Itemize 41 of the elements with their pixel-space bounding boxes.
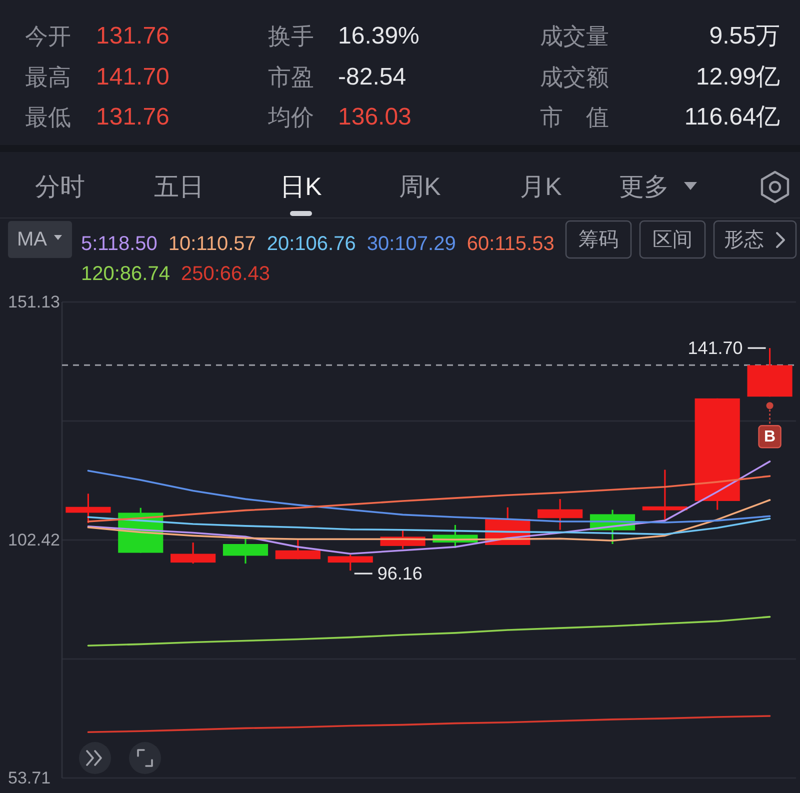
legend-item: 30:107.29 (366, 233, 456, 255)
button-label: 筹码 (578, 229, 618, 251)
header-value: 116.64亿 (684, 104, 780, 130)
signal-tag-label: B (764, 428, 776, 446)
tab-label: 五日 (154, 173, 204, 201)
header-value: 131.76 (96, 22, 170, 50)
tab-label: 周K (399, 173, 441, 201)
header-label: 成交额 (540, 64, 609, 90)
y-tick-label: 151.13 (8, 292, 60, 312)
header-label: 市盈 (268, 64, 314, 90)
header-value: 16.39% (338, 22, 420, 50)
tab-label: 月K (520, 173, 562, 201)
tab-label: 日K (280, 173, 322, 201)
header-label: 成交量 (540, 23, 609, 49)
header-label: 换手 (268, 23, 314, 49)
header-value: 136.03 (338, 104, 412, 130)
header-label: 最低 (25, 104, 71, 130)
legend-item: 250:66.43 (180, 263, 270, 285)
y-tick-label: 102.42 (8, 530, 60, 550)
header-value: 12.99亿 (696, 64, 780, 90)
high-label: 141.70 (688, 338, 743, 358)
header-label: 均价 (268, 104, 314, 130)
header-value: 131.76 (96, 104, 170, 130)
header-value: 9.55万 (709, 22, 780, 50)
legend-item: 10:110.57 (168, 233, 256, 255)
legend-title: MA (17, 228, 47, 250)
header-label: 最高 (25, 64, 71, 90)
tab-label: 更多 (619, 173, 669, 201)
header-value: 141.70 (96, 64, 170, 90)
legend-item: 120:86.74 (81, 263, 170, 285)
legend-item: 5:118.50 (81, 233, 158, 255)
header-label: 今开 (25, 23, 71, 49)
legend-item: 60:115.53 (466, 233, 554, 255)
button-label: 形态 (724, 229, 764, 251)
low-label: 96.16 (377, 564, 422, 584)
button-label: 区间 (652, 229, 692, 251)
header-value: -82.54 (338, 64, 406, 90)
header-label: 市 值 (540, 104, 609, 130)
y-tick-label: 53.71 (8, 768, 51, 788)
tab-label: 分时 (35, 173, 85, 201)
legend-item: 20:106.76 (266, 233, 356, 255)
